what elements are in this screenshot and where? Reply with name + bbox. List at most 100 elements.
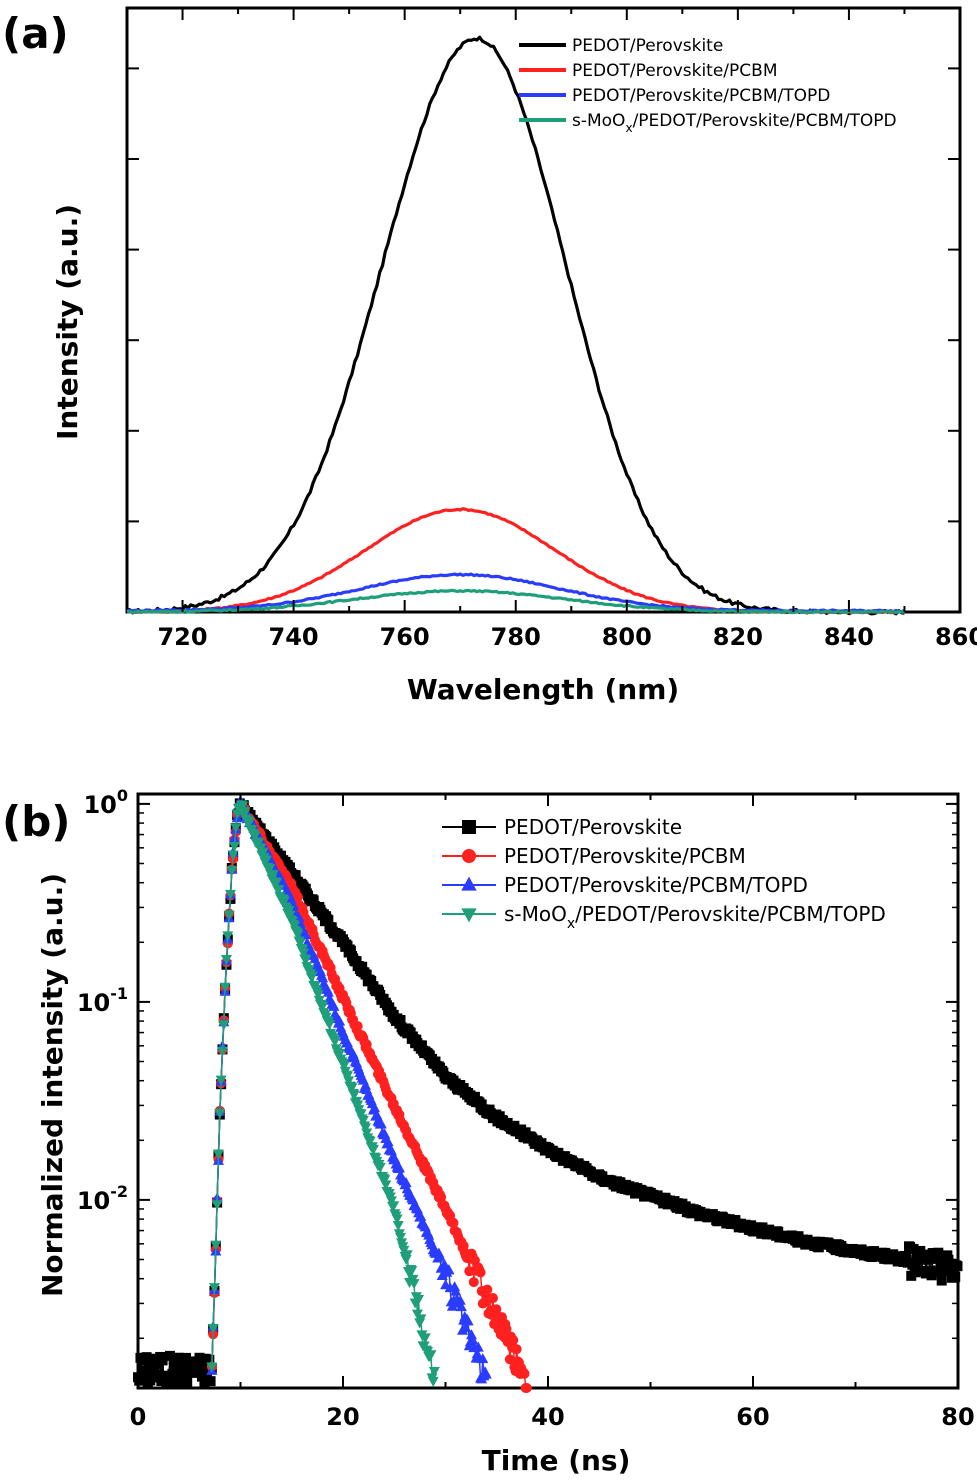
panel-a-legend-label-suffix: /PEDOT/Perovskite/PCBM/TOPD [633, 111, 897, 131]
panel-b-point-1 [943, 1254, 954, 1265]
panel-b-point-1 [169, 1362, 180, 1373]
panel-a-series-line-1 [126, 35, 905, 616]
panel-b-point-4 [391, 1214, 403, 1225]
panel-b-point-1 [395, 1015, 406, 1026]
panel-b-point-1 [357, 961, 368, 972]
panel-b-point-4 [278, 896, 290, 907]
panel-b-legend-label-1: PEDOT/Perovskite [504, 815, 682, 839]
panel-b-point-1 [180, 1352, 191, 1363]
panel-b-point-4 [392, 1220, 404, 1231]
panel-a-legend-label-1: PEDOT/Perovskite [572, 36, 723, 56]
panel-b-legend-label-main: s-MoO [504, 902, 567, 926]
panel-b-point-1 [926, 1270, 937, 1281]
panel-b-point-1 [205, 1376, 216, 1387]
panel-b-point-4 [374, 1162, 386, 1173]
panel-b-point-4 [343, 1076, 355, 1087]
panel-b-point-4 [230, 823, 242, 834]
panel-b-point-2 [475, 1267, 486, 1278]
panel-b-point-4 [218, 1020, 230, 1031]
panel-b-point-1 [938, 1266, 949, 1277]
panel-b-point-3 [385, 1145, 397, 1156]
panel-b-point-3 [389, 1153, 401, 1164]
panel-b-point-4 [408, 1279, 420, 1290]
panel-b-point-1 [952, 1261, 963, 1272]
panel-b-label: (b) [2, 797, 70, 846]
panel-b-point-4 [312, 990, 324, 1001]
panel-b-point-4 [406, 1266, 418, 1277]
panel-b-point-4 [220, 955, 232, 966]
panel-b-point-3 [375, 1118, 387, 1129]
panel-b-point-4 [267, 870, 279, 881]
panel-b-point-3 [334, 1015, 346, 1026]
panel-b-point-4 [212, 1149, 224, 1160]
panel-b-point-4 [294, 938, 306, 949]
panel-b-point-4 [400, 1254, 412, 1265]
panel-a-plot-frame [125, 6, 962, 614]
panel-b-point-1 [204, 1354, 215, 1365]
panel-b-point-3 [426, 1239, 438, 1250]
panel-b-point-4 [427, 1376, 439, 1387]
panel-b-point-4 [401, 1250, 413, 1261]
panel-a-y-axis-title: Intensity (a.u.) [51, 204, 84, 440]
panel-b-point-2 [468, 1277, 479, 1288]
panel-b-point-4 [346, 1083, 358, 1094]
panel-b-point-3 [455, 1301, 467, 1312]
panel-b-series-3 [206, 796, 492, 1384]
panel-b-point-4 [367, 1144, 379, 1155]
panel-b-point-4 [214, 1108, 226, 1119]
panel-b-point-4 [211, 1200, 223, 1211]
panel-b-x-axis-title: Time (ns) [482, 1444, 631, 1477]
panel-b-point-4 [237, 801, 249, 812]
panel-b-point-4 [317, 1001, 329, 1012]
panel-b-point-4 [428, 1366, 440, 1377]
panel-b-point-4 [207, 1323, 219, 1334]
panel-b-x-tick-label: 0 [130, 1403, 147, 1431]
panel-b-point-2 [508, 1335, 519, 1346]
panel-b-legend-label-subscript: x [567, 916, 575, 932]
panel-b-point-4 [388, 1201, 400, 1212]
panel-b-point-4 [415, 1314, 427, 1325]
panel-b-point-4 [379, 1175, 391, 1186]
panel-b-point-4 [206, 1362, 218, 1373]
panel-b-point-1 [167, 1368, 178, 1379]
panel-b-point-2 [501, 1323, 512, 1334]
panel-a-x-tick-label: 840 [824, 623, 874, 651]
panel-a-x-tick-label: 800 [602, 623, 652, 651]
panel-b-point-3 [466, 1329, 478, 1340]
panel-b-point-2 [352, 1021, 363, 1032]
panel-b-point-4 [425, 1350, 437, 1361]
panel-b-point-1 [141, 1352, 152, 1363]
panel-b-point-1 [176, 1371, 187, 1382]
panel-b-point-3 [472, 1341, 484, 1352]
panel-a-legend-label-4: s-MoOx/PEDOT/Perovskite/PCBM/TOPD [572, 111, 897, 135]
panel-b-series-1 [133, 798, 963, 1390]
panel-b-point-2 [519, 1368, 530, 1379]
panel-a-legend-label-main: s-MoO [572, 111, 625, 131]
panel-a-series-line-2 [126, 507, 905, 615]
panel-b-point-4 [357, 1116, 369, 1127]
panel-b-point-3 [467, 1334, 479, 1345]
panel-b-point-1 [174, 1354, 185, 1365]
panel-b-point-1 [361, 969, 372, 980]
panel-b-point-3 [434, 1250, 446, 1261]
panel-b-point-3 [328, 1000, 340, 1011]
panel-b-point-4 [419, 1333, 431, 1344]
panel-b-y-tick-label: 100 [83, 786, 128, 819]
panel-b-point-1 [416, 1040, 427, 1051]
panel-b-point-1 [152, 1369, 163, 1380]
panel-b-point-4 [380, 1180, 392, 1191]
panel-b-point-4 [270, 878, 282, 889]
panel-b-point-3 [480, 1368, 492, 1379]
panel-b-point-2 [521, 1383, 532, 1393]
panel-b-point-4 [360, 1123, 372, 1134]
panel-b-point-3 [317, 972, 329, 983]
panel-a-x-tick-label: 720 [157, 623, 207, 651]
panel-b-point-4 [239, 807, 251, 818]
panel-b-point-4 [224, 889, 236, 900]
panel-b-point-3 [322, 986, 334, 997]
panel-b-point-4 [273, 885, 285, 896]
panel-a-legend-label-2: PEDOT/Perovskite/PCBM [572, 61, 778, 81]
panel-a-legend-label-subscript: x [625, 121, 632, 135]
